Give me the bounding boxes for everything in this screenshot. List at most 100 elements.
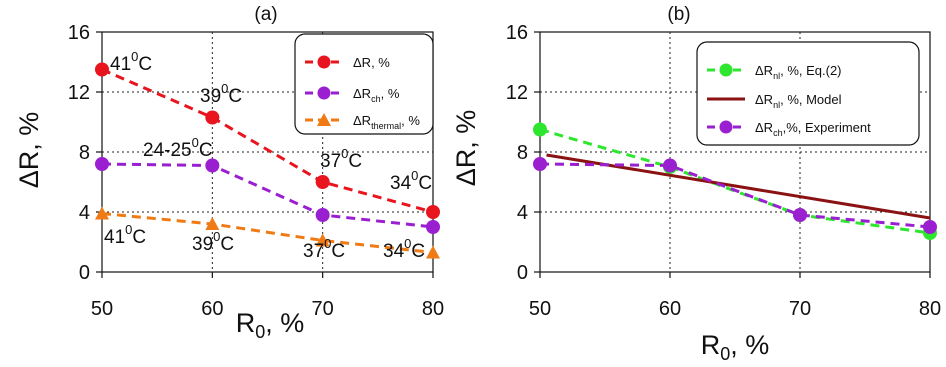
legend-swatch-marker: [317, 86, 331, 100]
legend-label-rest: , %, Model: [780, 92, 842, 107]
legend-label-main: ΔR, %: [353, 55, 390, 70]
legend: ΔR, %ΔRch, %ΔRthermal, %: [294, 33, 434, 135]
legend-label-main: ΔR: [353, 86, 371, 101]
tick-label-y: 16: [506, 22, 528, 44]
tick-label-y: 4: [79, 202, 90, 224]
x-axis-label-main: R: [701, 330, 721, 360]
annotation-superscript: 0: [213, 229, 220, 244]
annotation-unit: C: [228, 86, 242, 107]
data-point: [205, 158, 220, 173]
panel-label: (a): [254, 4, 277, 25]
annotation-superscript: 0: [324, 236, 331, 251]
legend-swatch-marker: [719, 63, 733, 77]
data-point: [663, 158, 677, 173]
legend-swatch-marker: [719, 120, 733, 134]
data-point: [205, 110, 220, 125]
annotation-value: 41: [104, 227, 125, 248]
legend-label-main: ΔR: [353, 113, 371, 128]
temperature-annotation: 390C: [200, 81, 242, 107]
x-axis-label-suffix: , %: [730, 330, 769, 360]
data-point: [426, 220, 440, 234]
annotation-unit: C: [199, 140, 213, 161]
temperature-annotation: 340C: [383, 236, 425, 262]
annotation-superscript: 0: [131, 49, 138, 64]
data-point: [793, 208, 807, 222]
temperature-annotation: 24-250C: [143, 135, 213, 161]
annotation-value: 37: [320, 151, 341, 172]
temperature-annotation: 370C: [320, 146, 362, 172]
annotation-value: 34: [390, 173, 412, 194]
series-line-2: [101, 162, 434, 229]
legend-label-rest: , %, Eq.(2): [780, 63, 841, 78]
legend-label-subscript: thermal: [371, 121, 401, 131]
data-point: [923, 220, 937, 234]
annotation-unit: C: [348, 151, 362, 172]
series-line-3: [101, 212, 434, 254]
tick-label-x: 80: [919, 298, 941, 320]
tick-label-x: 70: [312, 298, 334, 320]
data-point-triangle: [315, 233, 330, 247]
x-axis-label: R0, %: [236, 308, 305, 342]
x-axis-label-subscript: 0: [720, 344, 730, 364]
annotation-value: 41: [110, 54, 131, 75]
x-axis-label-subscript: 0: [255, 322, 265, 342]
data-point-triangle: [205, 217, 220, 230]
tick-label-y: 8: [79, 142, 90, 164]
annotation-unit: C: [138, 54, 152, 75]
series-line-2: [546, 153, 931, 220]
legend-label-main: ΔR: [755, 63, 773, 78]
annotation-unit: C: [331, 241, 345, 262]
annotation-value: 34: [383, 241, 405, 262]
y-axis-label: ΔR, %: [14, 112, 44, 189]
legend-box: [696, 41, 920, 146]
tick-label-x: 50: [91, 298, 113, 320]
legend-label-rest: , %: [401, 113, 420, 128]
legend-label-rest: ,%, Experiment: [783, 120, 872, 135]
legend-label-main: ΔR: [755, 120, 773, 135]
legend-label-subscript: ch: [371, 94, 381, 104]
series-line-1: [101, 68, 434, 214]
data-point: [533, 122, 547, 137]
legend-swatch-marker: [317, 55, 331, 69]
annotation-superscript: 0: [125, 222, 132, 237]
legend-label-rest: , %: [381, 86, 400, 101]
annotation-unit: C: [418, 173, 432, 194]
legend-label: ΔRch, %: [353, 86, 400, 104]
annotation-superscript: 0: [404, 236, 411, 251]
annotation-superscript: 0: [192, 135, 199, 150]
data-point: [426, 205, 440, 219]
tick-label-y: 8: [517, 142, 528, 164]
tick-label-y: 16: [68, 22, 90, 44]
temperature-annotation: 410C: [110, 49, 152, 75]
annotation-superscript: 0: [341, 146, 348, 161]
x-axis-label: R0, %: [701, 330, 770, 364]
x-axis-label-main: R: [236, 308, 256, 338]
annotation-value: 39: [200, 86, 221, 107]
data-point: [533, 157, 547, 171]
y-axis-label: ΔR, %: [451, 110, 481, 187]
legend-label-subscript: nl: [773, 100, 780, 110]
annotation-superscript: 0: [411, 168, 418, 183]
legend-label-main: ΔR: [755, 92, 773, 107]
annotation-value: 37: [303, 241, 324, 262]
tick-label-x: 60: [659, 298, 681, 320]
legend-label: ΔRnl, %, Model: [755, 92, 842, 110]
tick-label-y: 4: [517, 202, 528, 224]
series-line-1: [539, 128, 931, 235]
temperature-annotation: 390C: [192, 229, 234, 255]
tick-label-y: 0: [79, 262, 90, 284]
legend-label: ΔRnl, %, Eq.(2): [755, 63, 842, 81]
temperature-annotation: 410C: [104, 222, 146, 248]
x-axis-label-suffix: , %: [265, 308, 304, 338]
temperature-annotation: 370C: [303, 236, 345, 262]
data-point-triangle: [95, 206, 109, 220]
data-point: [315, 208, 330, 222]
legend-label: ΔR, %: [353, 55, 390, 70]
data-point: [95, 157, 109, 171]
annotation-value: 24-25: [143, 140, 192, 161]
legend-label: ΔRch,%, Experiment: [755, 120, 871, 138]
